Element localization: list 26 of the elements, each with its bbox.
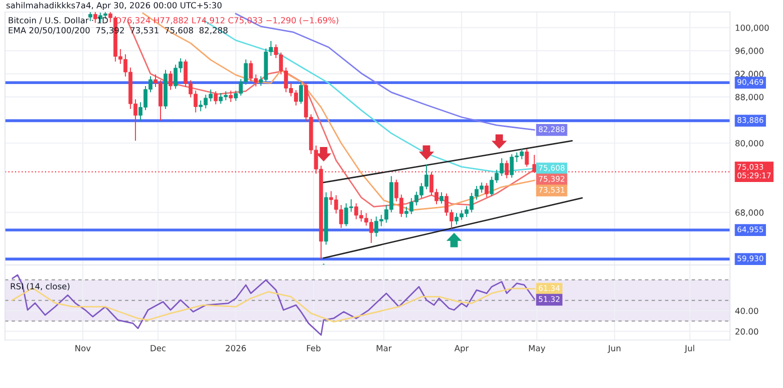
x-tick-label: Feb [307, 344, 320, 352]
candlestick [440, 192, 444, 204]
y-tick-label: 80,000 [735, 140, 764, 148]
y-tick-label: 88,000 [735, 94, 764, 102]
y-tick-label: 68,000 [735, 209, 764, 217]
x-tick-label: Mar [376, 345, 392, 352]
x-tick-label: Jun [608, 345, 620, 353]
candlestick [168, 71, 173, 90]
x-tick-label: 2026 [226, 345, 246, 352]
x-tick-label: Nov [75, 345, 91, 352]
candlestick [93, 12, 98, 23]
x-tick-label: Jul [684, 344, 694, 353]
x-tick-label: May [529, 345, 546, 353]
text: sahilmahadikkks7a4, Apr 30, 2026 00:00 UTC+5:30 [6, 2, 222, 10]
x-tick-label: Dec [150, 345, 166, 352]
candlestick [484, 183, 489, 198]
y-tick-label: 92,000 [735, 70, 764, 78]
y-tick-label: 20.00 [735, 328, 758, 335]
x-tick-label: Apr [454, 345, 469, 353]
candlestick [214, 91, 218, 104]
candlestick [524, 148, 529, 167]
y-tick-label: 96,000 [735, 48, 764, 55]
candlestick [299, 81, 303, 104]
y-tick-label: 40.00 [735, 308, 758, 314]
y-tick-label: 100,000 [736, 24, 769, 32]
candlestick [228, 90, 233, 102]
